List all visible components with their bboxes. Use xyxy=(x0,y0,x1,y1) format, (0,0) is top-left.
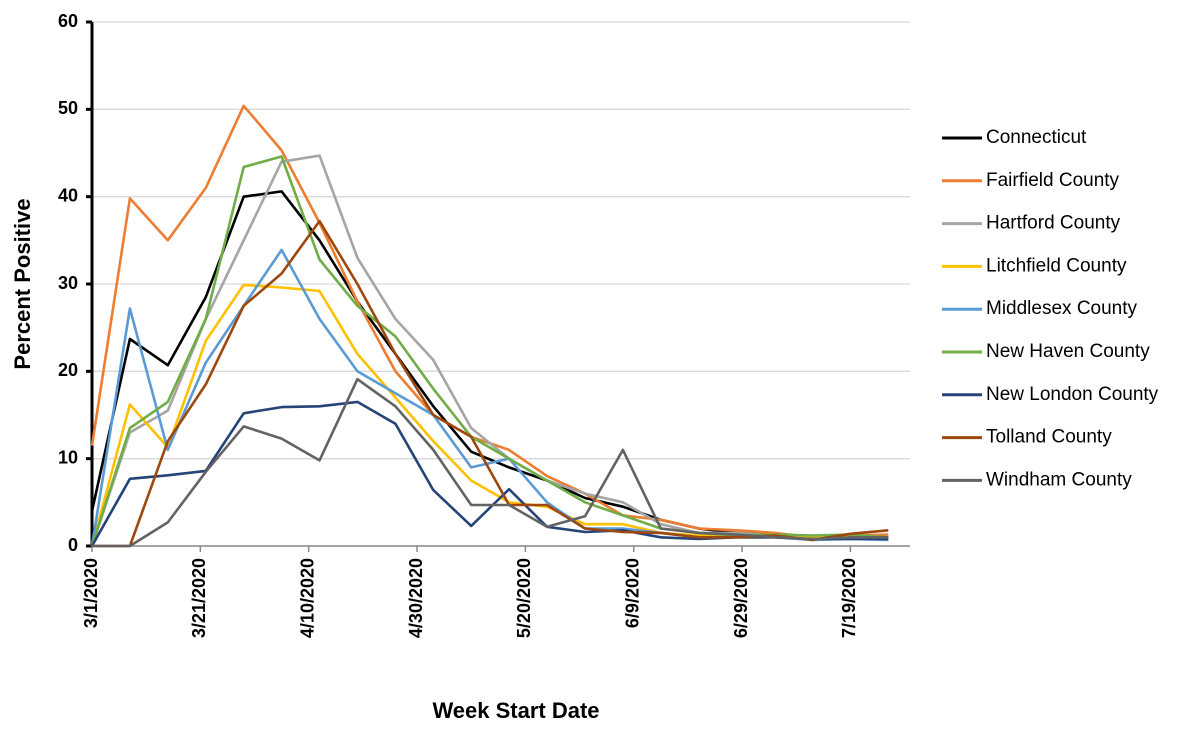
legend-label: Tolland County xyxy=(986,427,1112,448)
x-tick-label: 4/10/2020 xyxy=(297,558,317,638)
x-tick-label: 4/30/2020 xyxy=(406,558,426,638)
series-line xyxy=(90,400,889,547)
y-tick-label: 20 xyxy=(58,360,78,380)
legend-label: New London County xyxy=(986,384,1159,405)
x-tick-label: 3/21/2020 xyxy=(189,558,209,638)
series-line xyxy=(90,154,889,547)
y-tick-label: 0 xyxy=(68,535,78,555)
legend-label: Connecticut xyxy=(986,127,1087,148)
legend-label: Windham County xyxy=(986,469,1132,490)
x-tick-label: 6/9/2020 xyxy=(622,558,642,628)
legend-label: Fairfield County xyxy=(986,170,1120,191)
x-tick-label: 7/19/2020 xyxy=(839,558,859,638)
y-tick-label: 10 xyxy=(58,447,78,467)
y-tick-label: 30 xyxy=(58,273,78,293)
y-tick-label: 60 xyxy=(58,11,78,31)
legend-label: Litchfield County xyxy=(986,255,1127,276)
legend-label: New Haven County xyxy=(986,341,1150,362)
legend-label: Hartford County xyxy=(986,213,1121,234)
series-line xyxy=(92,219,889,548)
y-tick-label: 40 xyxy=(58,185,78,205)
x-tick-label: 3/1/2020 xyxy=(81,558,101,628)
y-tick-label: 50 xyxy=(58,98,78,118)
y-axis-title: Percent Positive xyxy=(10,198,35,369)
series-line xyxy=(90,155,889,547)
series-line xyxy=(92,377,889,548)
series-line xyxy=(90,190,889,539)
x-axis-title: Week Start Date xyxy=(432,698,599,723)
x-tick-label: 6/29/2020 xyxy=(731,558,751,638)
x-tick-label: 5/20/2020 xyxy=(514,558,534,638)
legend-label: Middlesex County xyxy=(986,298,1138,319)
